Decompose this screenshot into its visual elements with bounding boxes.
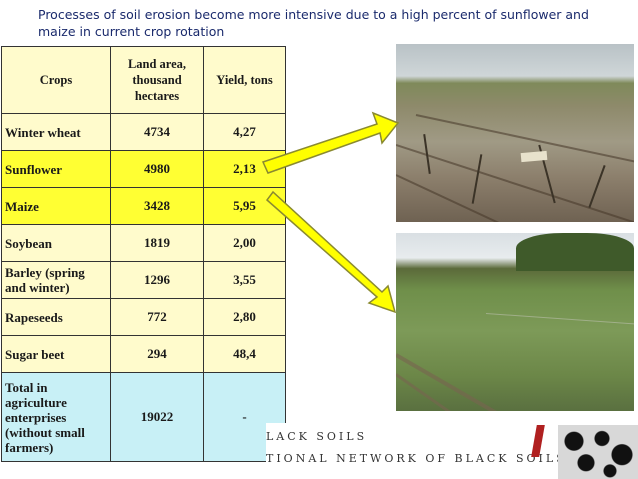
table-row: Maize 3428 5,95 xyxy=(1,187,286,225)
cell-crop: Sunflower xyxy=(1,150,111,188)
crops-table: Crops Land area, thousand hectares Yield… xyxy=(1,46,286,462)
table-row: Total in agriculture enterprises (withou… xyxy=(1,372,286,462)
cell-crop: Sugar beet xyxy=(1,335,111,373)
header-crops: Crops xyxy=(1,46,111,114)
cell-land-area: 19022 xyxy=(110,372,204,462)
table-row: Barley (spring and winter) 1296 3,55 xyxy=(1,261,286,299)
cell-yield: 2,80 xyxy=(203,298,286,336)
cell-yield: 3,55 xyxy=(203,261,286,299)
table-row: Rapeseeds 772 2,80 xyxy=(1,298,286,336)
photo-maize-field xyxy=(396,233,634,411)
table-row: Sunflower 4980 2,13 xyxy=(1,150,286,188)
header-yield: Yield, tons xyxy=(203,46,286,114)
cell-land-area: 4980 xyxy=(110,150,204,188)
cell-crop: Barley (spring and winter) xyxy=(1,261,111,299)
footer-line-1: LACK SOILS xyxy=(266,430,368,443)
cell-land-area: 1296 xyxy=(110,261,204,299)
cell-yield: 2,00 xyxy=(203,224,286,262)
arrow-to-bottom-photo xyxy=(265,190,397,314)
table-header-row: Crops Land area, thousand hectares Yield… xyxy=(1,46,286,114)
footer-branding: LACK SOILS TIONAL NETWORK OF BLACK SOILS xyxy=(266,423,638,479)
photo-sunflower-field xyxy=(396,44,634,222)
cell-yield: 48,4 xyxy=(203,335,286,373)
cell-land-area: 294 xyxy=(110,335,204,373)
cell-crop: Winter wheat xyxy=(1,113,111,151)
cell-crop: Total in agriculture enterprises (withou… xyxy=(1,372,111,462)
arrow-to-top-photo xyxy=(261,111,400,174)
cell-crop: Soybean xyxy=(1,224,111,262)
footer-line-2: TIONAL NETWORK OF BLACK SOILS xyxy=(266,452,567,465)
cell-land-area: 3428 xyxy=(110,187,204,225)
slide-title: Processes of soil erosion become more in… xyxy=(38,7,589,39)
table-row: Soybean 1819 2,00 xyxy=(1,224,286,262)
cell-land-area: 772 xyxy=(110,298,204,336)
cell-land-area: 4734 xyxy=(110,113,204,151)
cell-yield: 4,27 xyxy=(203,113,286,151)
table-row: Sugar beet 294 48,4 xyxy=(1,335,286,373)
logo-soil-map-icon xyxy=(558,425,638,479)
cell-crop: Maize xyxy=(1,187,111,225)
cell-land-area: 1819 xyxy=(110,224,204,262)
header-land-area: Land area, thousand hectares xyxy=(110,46,204,114)
table-row: Winter wheat 4734 4,27 xyxy=(1,113,286,151)
